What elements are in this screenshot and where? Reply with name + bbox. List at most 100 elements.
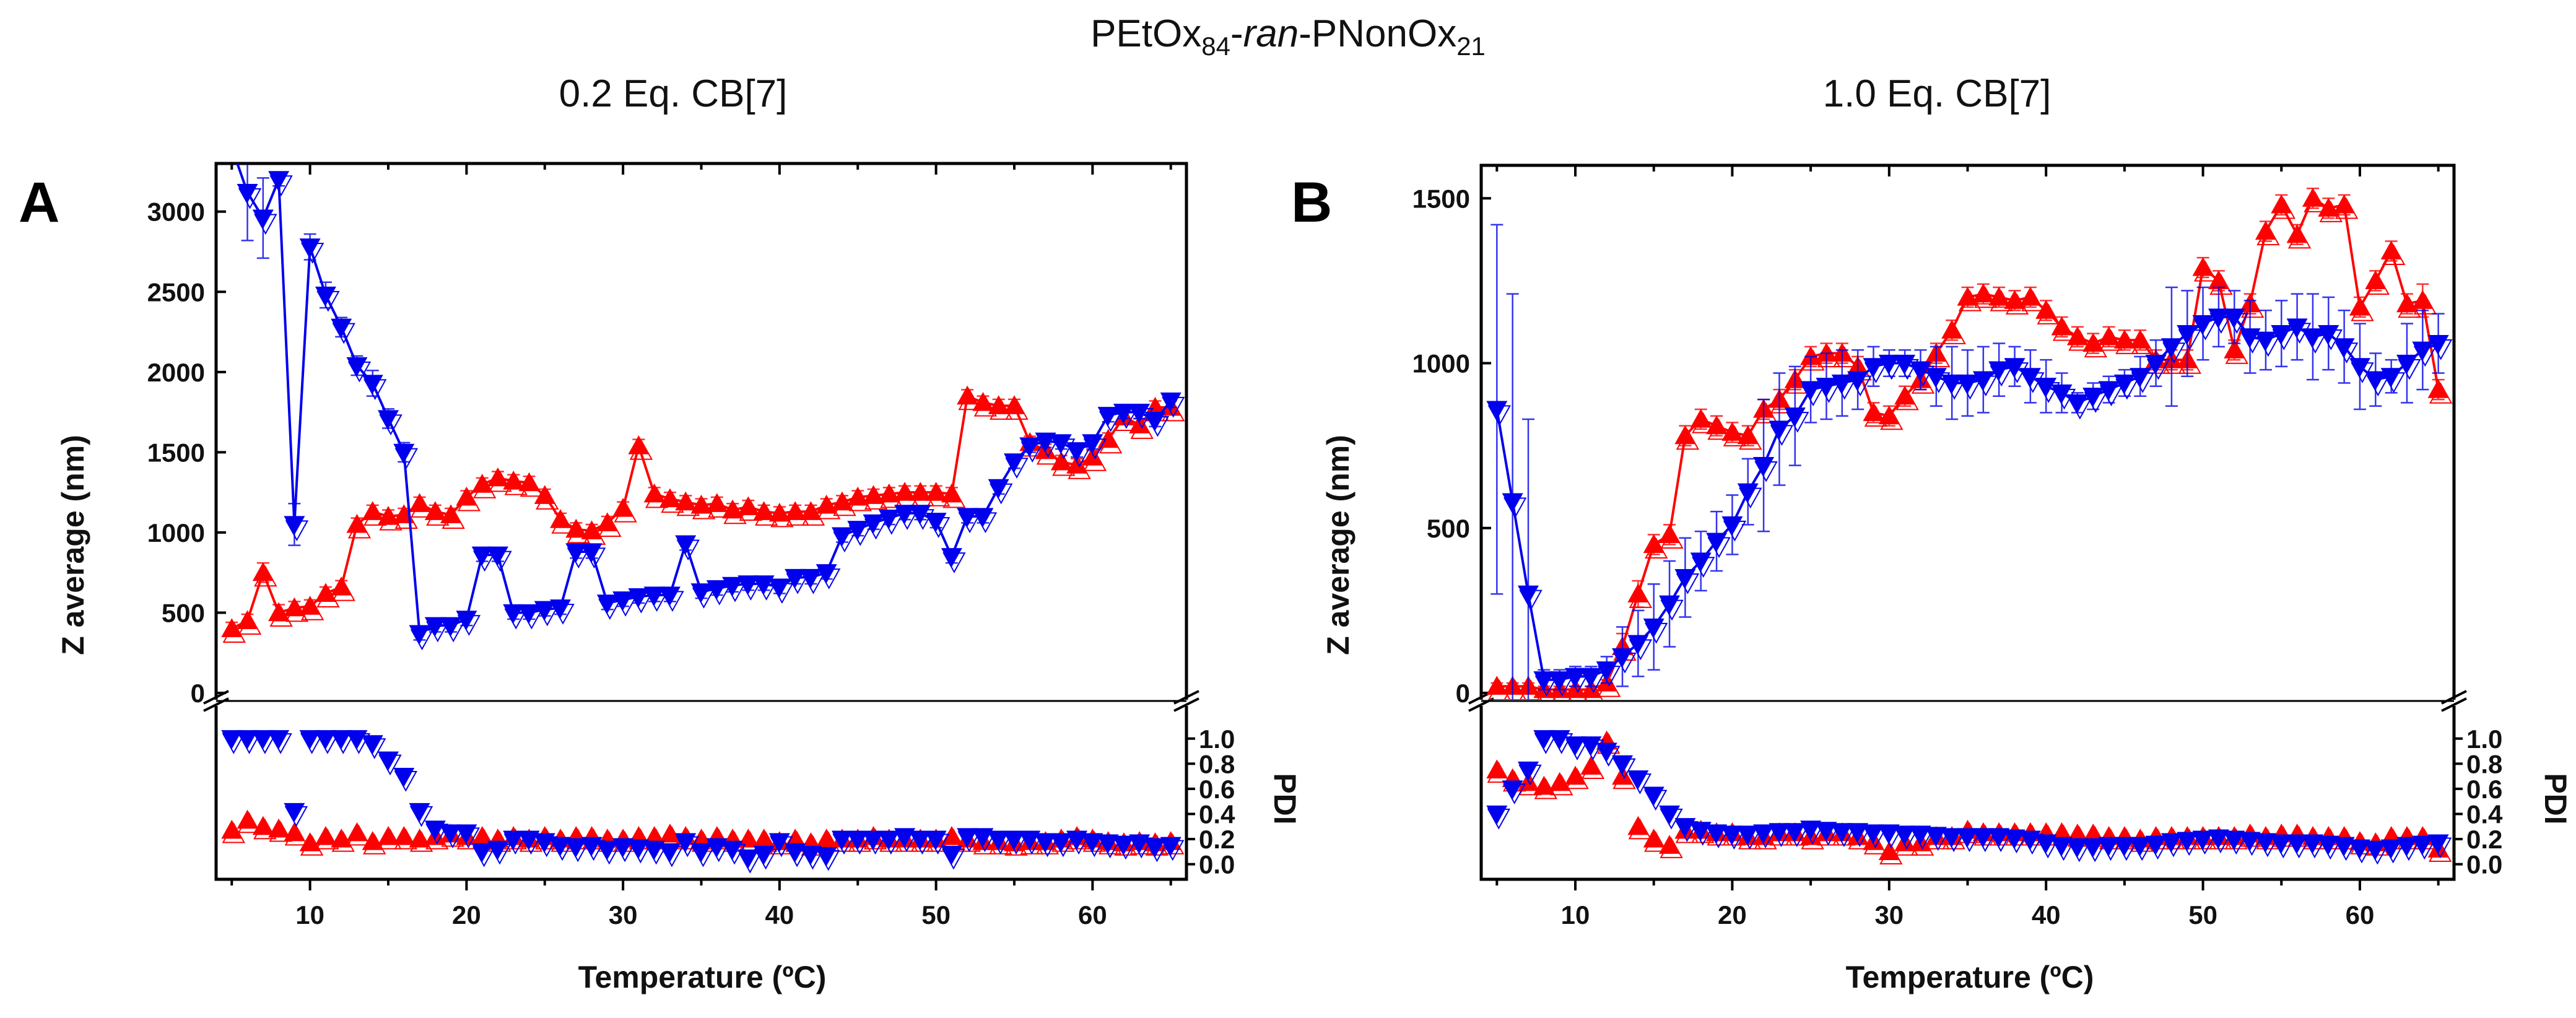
- red-pdi-point-outline: [973, 833, 997, 855]
- blue-z-point-outline: [1115, 407, 1138, 429]
- blue-pdi-point: [2380, 839, 2402, 859]
- blue-pdi-point-outline: [1691, 825, 1715, 846]
- blue-z-point-outline: [2304, 333, 2327, 354]
- red-z-point-outline: [332, 580, 355, 601]
- red-z-point-outline: [504, 474, 528, 495]
- red-z-point-outline: [2366, 274, 2390, 295]
- red-z-point-outline: [410, 497, 434, 518]
- blue-pdi-point: [1019, 830, 1041, 850]
- pdi-plot-frame: [1479, 706, 2456, 881]
- red-z-point-outline: [238, 614, 262, 635]
- red-pdi-point-outline: [237, 812, 261, 833]
- red-pdi-point-outline: [1581, 758, 1605, 779]
- red-z-point-outline: [1692, 412, 1715, 433]
- y-tick-label: 2500: [147, 277, 205, 307]
- red-pdi-point: [471, 826, 493, 845]
- red-pdi-point: [378, 826, 399, 845]
- blue-pdi-point: [346, 730, 368, 749]
- red-z-point-outline: [833, 495, 856, 516]
- red-pdi-point-outline: [2428, 841, 2452, 862]
- red-z-point-outline: [2304, 191, 2327, 212]
- blue-z-point-outline: [1707, 537, 1731, 559]
- blue-pdi-point-outline: [1801, 824, 1824, 845]
- red-pdi-point: [299, 832, 321, 851]
- blue-z-point-outline: [614, 596, 637, 617]
- blue-pdi-point-outline: [472, 846, 496, 868]
- blue-pdi-point-outline: [1816, 825, 1840, 846]
- red-pdi-point: [1659, 835, 1681, 854]
- x-tick-label: 30: [609, 900, 638, 929]
- red-z-point-outline: [1676, 429, 1700, 450]
- blue-pdi-point-outline: [2177, 835, 2201, 856]
- pdi-tick-label: 0.6: [2466, 775, 2502, 804]
- pdi-tick-label: 1.0: [2466, 724, 2502, 754]
- x-tick-label: 20: [452, 900, 481, 929]
- y-tick-label: 1500: [1412, 184, 1470, 213]
- blue-z-point-outline: [1848, 375, 1872, 397]
- blue-z-point-outline: [942, 552, 966, 573]
- y-tick-label: 0: [191, 679, 205, 708]
- blue-pdi-point: [706, 838, 728, 858]
- y-tick-label: 2000: [147, 358, 205, 387]
- blue-pdi-point: [925, 830, 947, 850]
- blue-z-point-outline: [2240, 333, 2265, 354]
- y-tick-label: 1000: [147, 518, 205, 547]
- blue-z-point-outline: [801, 573, 825, 594]
- blue-pdi-point: [393, 768, 415, 787]
- x-tick-label: 50: [2188, 900, 2217, 929]
- red-pdi-point: [1565, 765, 1586, 785]
- blue-pdi-point: [1784, 823, 1806, 842]
- pdi-tick-label: 0.6: [1199, 775, 1235, 804]
- blue-pdi-point: [2224, 830, 2245, 850]
- blue-z-point-outline: [1020, 442, 1044, 463]
- blue-pdi-point: [456, 824, 477, 843]
- pdi-tick-label: 0.4: [2466, 799, 2503, 829]
- blue-z-point-outline: [1817, 382, 1841, 403]
- blue-z-point-outline: [958, 512, 981, 534]
- red-pdi-point-outline: [1675, 822, 1699, 843]
- blue-pdi-point-outline: [1879, 827, 1903, 848]
- blue-pdi-point: [315, 730, 336, 749]
- red-pdi-point-outline: [1004, 835, 1028, 856]
- blue-pdi-point-outline: [1848, 826, 1871, 847]
- blue-z-point-outline: [1739, 487, 1762, 509]
- blue-pdi-point: [1800, 820, 1822, 840]
- blue-z-point-outline: [2131, 372, 2154, 393]
- y-tick-label: 0: [1456, 679, 1470, 708]
- blue-pdi-point: [847, 830, 869, 850]
- blue-z-point-outline: [1582, 672, 1606, 694]
- blue-pdi-point-outline: [1487, 808, 1511, 830]
- red-z-point-outline: [2099, 329, 2123, 351]
- blue-pdi-point-outline: [2209, 832, 2232, 854]
- red-pdi-point: [1643, 829, 1664, 848]
- red-z-point-outline: [2351, 300, 2374, 321]
- blue-z-point-outline: [880, 513, 903, 535]
- blue-z-point-outline: [2382, 372, 2406, 393]
- red-z-point-outline: [801, 505, 825, 526]
- panel-a-label: A: [19, 171, 59, 234]
- blue-z-point-outline: [2037, 382, 2060, 403]
- blue-z-point-outline: [739, 580, 763, 601]
- red-z-point-outline: [1115, 410, 1138, 431]
- red-z-point-outline: [2382, 244, 2406, 266]
- blue-pdi-point: [1721, 825, 1743, 845]
- red-z-point-outline: [2021, 290, 2045, 311]
- blue-pdi-point-outline: [1581, 739, 1605, 760]
- blue-pdi-point-outline: [1926, 830, 1950, 851]
- blue-pdi-point: [252, 730, 274, 749]
- blue-pdi-point: [1113, 835, 1134, 855]
- blue-pdi-point-outline: [879, 833, 903, 855]
- blue-z-point-outline: [833, 531, 856, 553]
- red-z-point-outline: [614, 501, 637, 523]
- blue-pdi-point-outline: [284, 806, 308, 827]
- blue-pdi-point: [2286, 834, 2308, 854]
- blue-pdi-point: [378, 751, 399, 771]
- blue-pdi-point-outline: [550, 840, 574, 861]
- blue-z-point-outline: [1958, 378, 1982, 400]
- blue-pdi-point: [534, 833, 555, 853]
- blue-pdi-point: [440, 824, 462, 843]
- red-z-point-outline: [2193, 261, 2217, 282]
- blue-pdi-point: [268, 730, 290, 749]
- red-pdi-point: [362, 831, 383, 850]
- x-tick-label: 40: [765, 900, 794, 929]
